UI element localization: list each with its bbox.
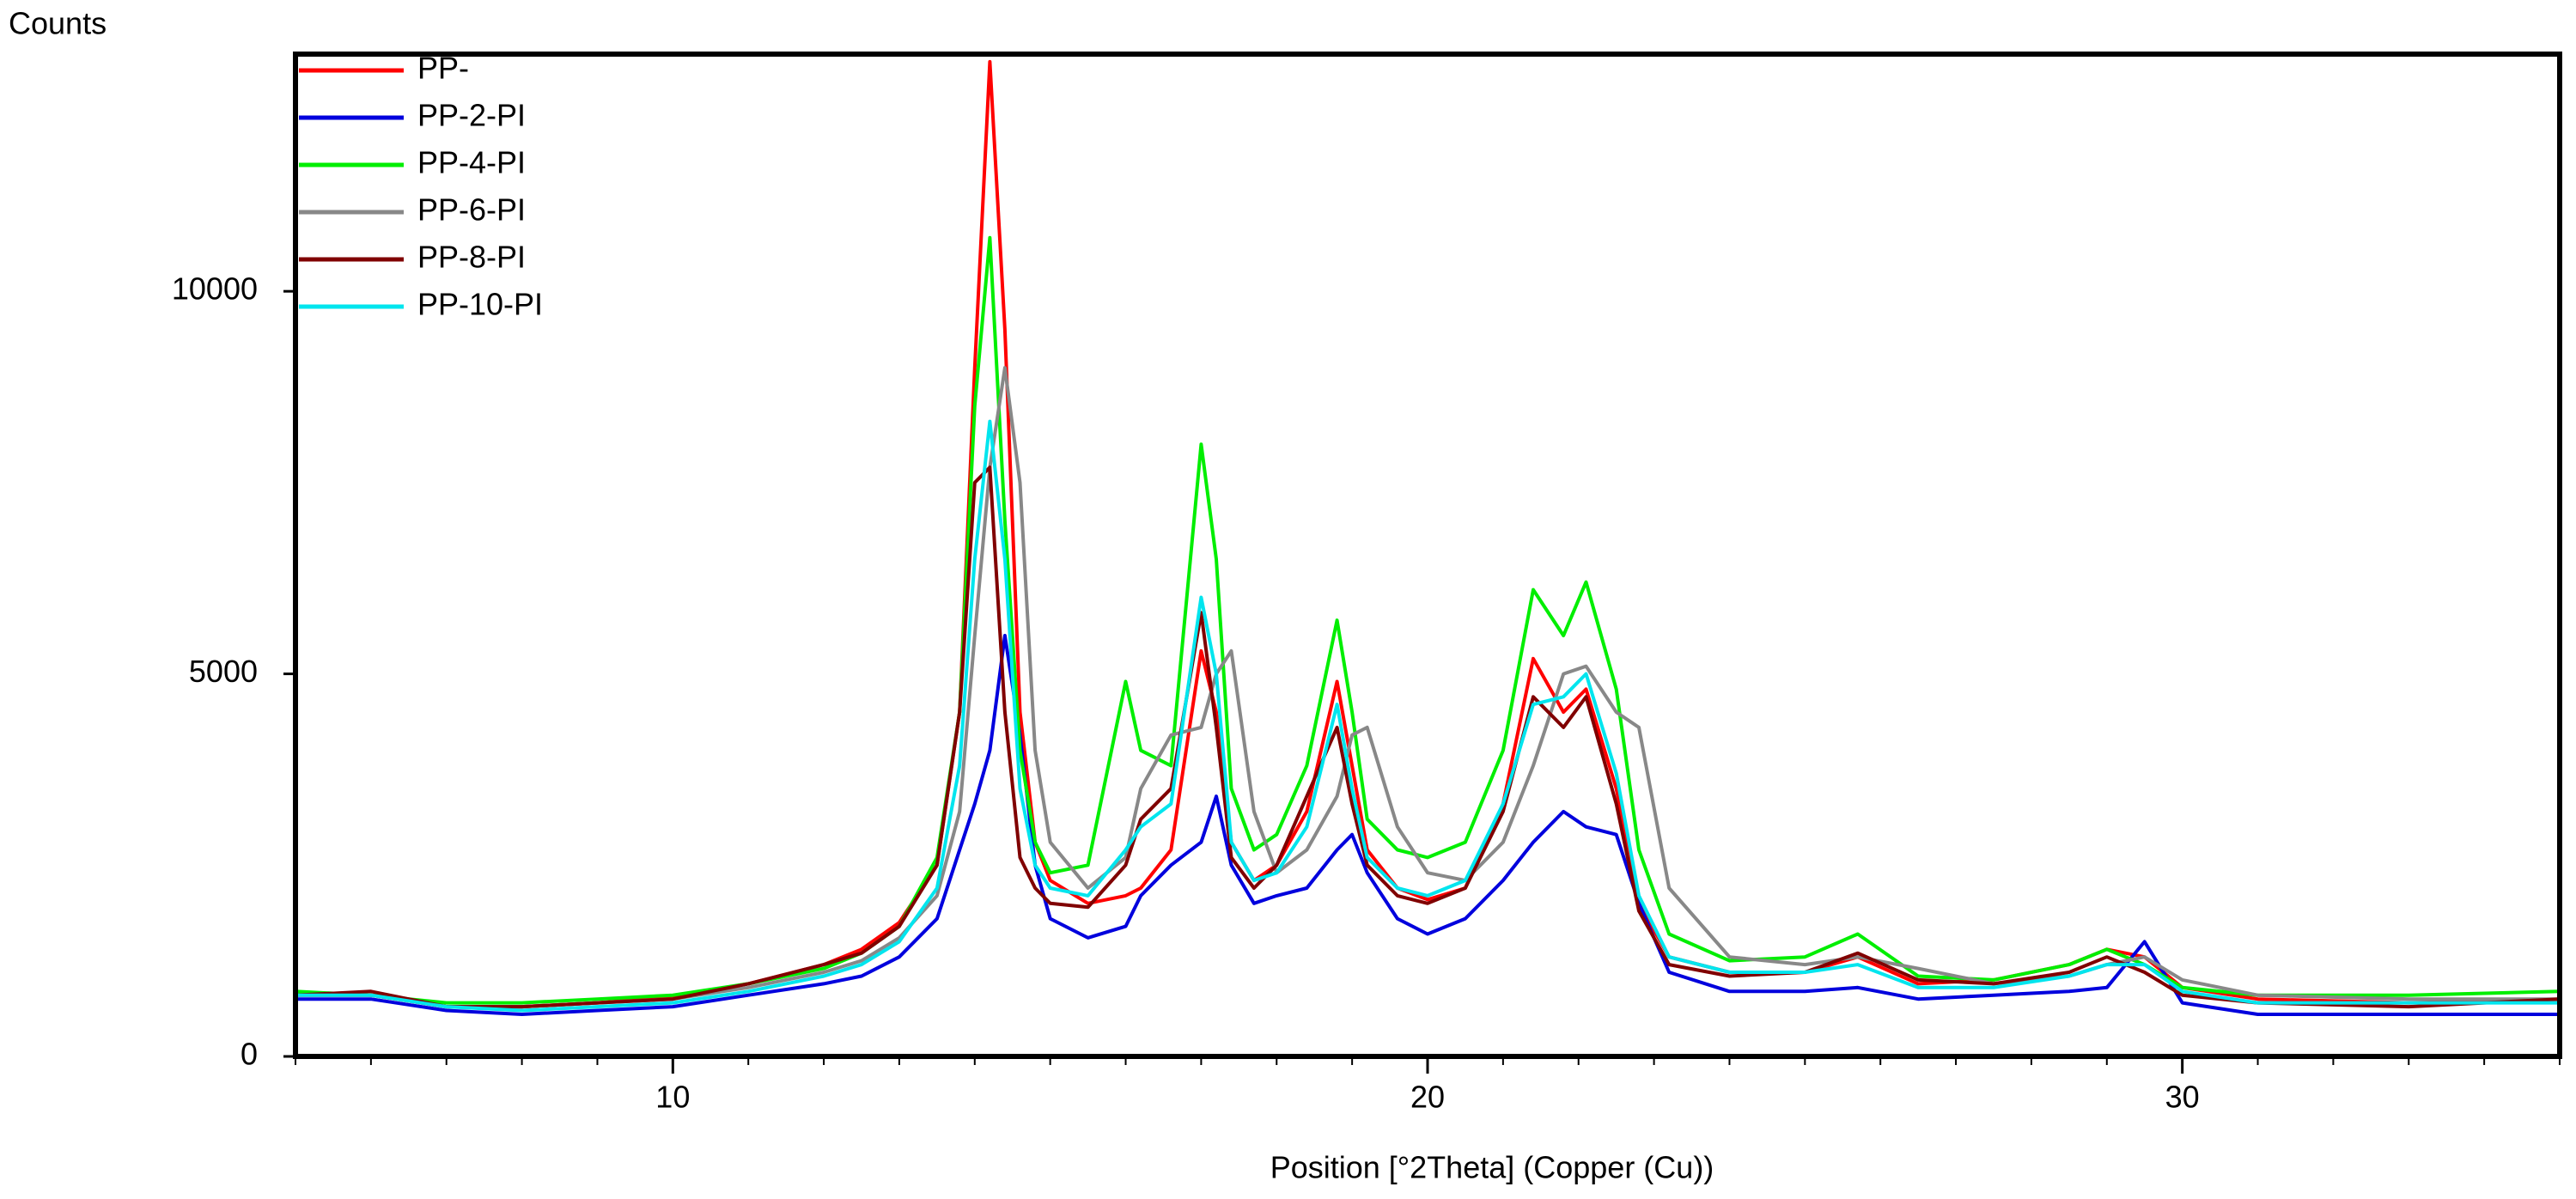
y-tick-label: 0 [241,1037,258,1072]
y-tick-label: 5000 [189,654,258,689]
legend-label: PP-10-PI [417,287,543,322]
x-tick-label: 20 [1410,1080,1445,1115]
series-line [295,466,2561,1009]
series-line [295,419,2560,1013]
y-tick-label: 10000 [172,271,258,307]
y-axis-label: Counts [9,6,107,41]
legend-label: PP-4-PI [417,145,526,180]
series-line [295,59,2561,1009]
legend-label: PP-6-PI [417,192,526,228]
x-tick-label: 30 [2165,1080,2200,1115]
series-line [295,634,2560,1016]
legend-label: PP-8-PI [417,240,526,275]
legend-label: PP-2-PI [417,98,526,133]
x-axis-label: Position [°2Theta] (Copper (Cu)) [1270,1150,1714,1185]
x-tick-label: 10 [655,1080,690,1115]
series-line [295,235,2561,1005]
plot-frame [293,52,2562,1059]
legend-label: PP- [417,51,469,86]
series-line [295,366,2560,1009]
